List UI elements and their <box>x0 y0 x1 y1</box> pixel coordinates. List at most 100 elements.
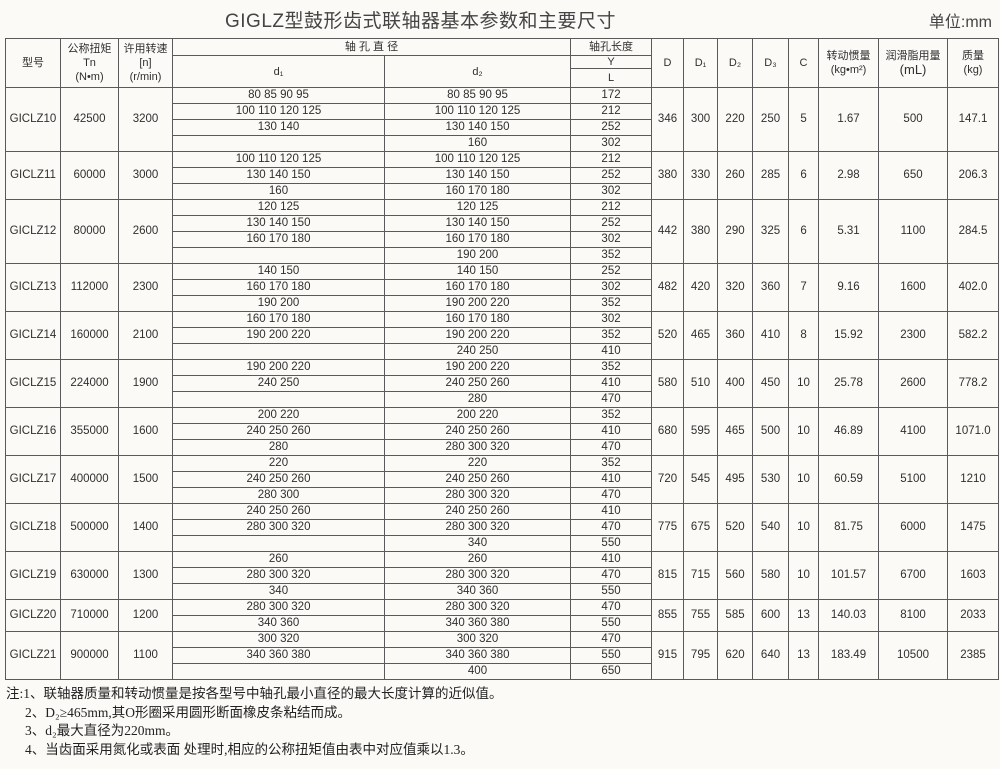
cell-length: 410 <box>570 423 653 440</box>
cell-d2: 160 170 180 <box>383 231 572 248</box>
cell-grease: 4100 <box>878 407 949 456</box>
cell-length: 302 <box>570 311 653 328</box>
cell-torque: 224000 <box>60 359 119 408</box>
note-1: 注:1、联轴器质量和转动惯量是按各型号中轴孔最小直径的最大长度计算的近似值。 <box>6 686 503 701</box>
table-row: GICLZ15 224000 1900 190 200 220 190 200 220 3… <box>5 359 1000 408</box>
cell-length: 352 <box>570 359 653 376</box>
cell-d3: 250 <box>752 87 790 152</box>
cell-d1: 130 140 150 <box>172 167 385 184</box>
cell-length: 352 <box>570 247 653 264</box>
cell-torque: 400000 <box>60 455 119 504</box>
cell-length: 410 <box>570 471 653 488</box>
cell-mass: 1475 <box>947 503 1000 552</box>
cell-d2: 240 250 <box>383 343 572 360</box>
cell-inertia: 101.57 <box>818 551 880 600</box>
cell-d2: 240 250 260 <box>383 503 572 520</box>
table-row: GICLZ11 60000 3000 100 110 120 125 100 110 1… <box>5 151 1000 200</box>
cell-d1: 330 <box>683 151 719 200</box>
cell-c: 5 <box>788 87 820 152</box>
cell-c: 10 <box>788 407 820 456</box>
note-3: 3、d₂最大直径为220mm。 <box>25 723 179 738</box>
cell-d1: 280 300 <box>172 487 385 504</box>
cell-d2: 495 <box>717 455 754 504</box>
parameter-table: 型号 公称扭矩 Tn (N•m) 许用转速 [n] (r/min) 轴 孔 直 径 轴孔… <box>5 38 1000 680</box>
cell-d1: 190 200 220 <box>172 327 385 344</box>
cell-d2: 220 <box>383 455 572 472</box>
table-row: 400 650 <box>6 663 999 680</box>
cell-d1: 240 250 260 <box>172 471 385 488</box>
cell-length: 212 <box>570 199 653 216</box>
cell-length: 252 <box>570 215 653 232</box>
cell-d2: 220 <box>717 87 754 152</box>
cell-d1: 340 360 380 <box>172 647 385 664</box>
cell-d1: 200 220 <box>172 407 385 424</box>
cell-d3: 410 <box>752 311 790 360</box>
cell-length: 302 <box>570 135 653 152</box>
table-row: GICLZ20 710000 1200 280 300 320 280 300 320 4… <box>5 599 1000 632</box>
cell-mass: 778.2 <box>947 359 1000 408</box>
cell-inertia: 1.67 <box>818 87 880 152</box>
header-inertia: 转动惯量 (kg•m²) <box>818 38 880 88</box>
unit-label: 单位:mm <box>928 14 992 31</box>
cell-d1: 80 85 90 95 <box>172 87 385 104</box>
cell-d1: 465 <box>683 311 719 360</box>
cell-d1: 795 <box>683 631 719 680</box>
cell-length: 470 <box>570 391 653 408</box>
cell-d2: 280 300 320 <box>383 439 572 456</box>
cell-d1: 100 110 120 125 <box>172 151 385 168</box>
cell-d2: 160 170 180 <box>383 311 572 328</box>
cell-grease: 2300 <box>878 311 949 360</box>
cell-mass: 1603 <box>947 551 1000 600</box>
table-row: 280 300 320 280 300 320 470 <box>6 567 999 584</box>
cell-d1: 120 125 <box>172 199 385 216</box>
cell-speed: 1100 <box>118 631 173 680</box>
cell-d3: 640 <box>752 631 790 680</box>
cell-torque: 42500 <box>60 87 119 152</box>
cell-grease: 2600 <box>878 359 949 408</box>
cell-d2: 340 <box>383 535 572 552</box>
cell-d: 915 <box>651 631 685 680</box>
cell-grease: 6000 <box>878 503 949 552</box>
table-row: 340 550 <box>6 535 999 552</box>
cell-model: GICLZ12 <box>5 199 61 264</box>
cell-c: 6 <box>788 199 820 264</box>
cell-d2: 280 <box>383 391 572 408</box>
cell-d1: 420 <box>683 263 719 312</box>
cell-length: 252 <box>570 119 653 136</box>
cell-c: 10 <box>788 503 820 552</box>
cell-d1: 300 320 <box>172 631 385 648</box>
cell-mass: 1071.0 <box>947 407 1000 456</box>
cell-length: 470 <box>570 567 653 584</box>
cell-d2: 80 85 90 95 <box>383 87 572 104</box>
cell-d3: 530 <box>752 455 790 504</box>
cell-speed: 2300 <box>118 263 173 312</box>
table-row: GICLZ19 630000 1300 260 260 410 815 715 560 580 10… <box>5 551 1000 600</box>
cell-d: 482 <box>651 263 685 312</box>
table-row: 340 340 360 550 <box>6 583 999 600</box>
cell-length: 212 <box>570 103 653 120</box>
cell-torque: 710000 <box>60 599 119 632</box>
cell-c: 8 <box>788 311 820 360</box>
cell-d1 <box>172 391 385 408</box>
cell-torque: 80000 <box>60 199 119 264</box>
cell-d2: 520 <box>717 503 754 552</box>
cell-length: 302 <box>570 183 653 200</box>
cell-d1: 715 <box>683 551 719 600</box>
cell-d2: 290 <box>717 199 754 264</box>
header-D3: D₃ <box>752 38 790 88</box>
header-C: C <box>788 38 820 88</box>
header-torque: 公称扭矩 Tn (N•m) <box>60 38 119 88</box>
table-row: GICLZ16 355000 1600 200 220 200 220 352 680 595… <box>5 407 1000 456</box>
cell-grease: 500 <box>878 87 949 152</box>
cell-d2: 160 170 180 <box>383 183 572 200</box>
cell-d1: 190 200 220 <box>172 359 385 376</box>
cell-d2: 160 <box>383 135 572 152</box>
cell-d2: 120 125 <box>383 199 572 216</box>
cell-inertia: 5.31 <box>818 199 880 264</box>
table-row: 340 360 340 360 380 550 <box>6 615 999 632</box>
table-row: GICLZ17 400000 1500 220 220 352 720 545 495 530 10… <box>5 455 1000 504</box>
cell-length: 470 <box>570 599 653 616</box>
table-row: 280 300 280 300 320 470 <box>6 487 999 504</box>
cell-d2: 260 <box>383 551 572 568</box>
note-2: 2、D₂≥465mm,其O形圈采用圆形断面橡皮条粘结而成。 <box>25 704 351 720</box>
